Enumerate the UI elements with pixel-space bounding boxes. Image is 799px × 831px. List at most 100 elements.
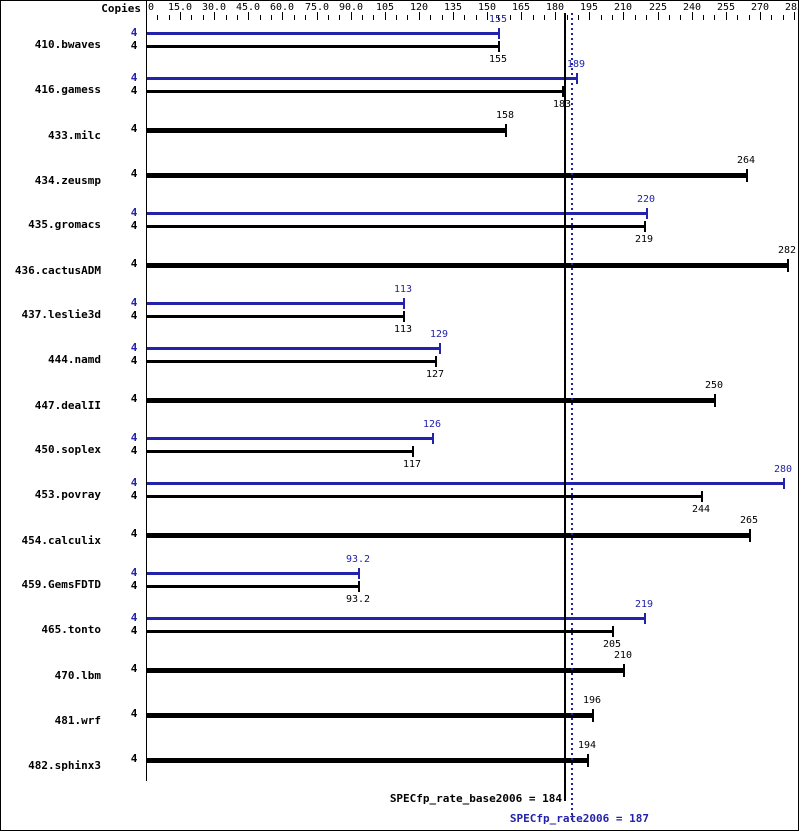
axis-tick-minor xyxy=(237,15,238,20)
axis-tick-major xyxy=(521,12,522,20)
copies-base: 4 xyxy=(130,122,138,135)
axis-tick-label: 240 xyxy=(682,2,702,13)
axis-tick-minor xyxy=(749,15,750,20)
axis-tick-minor xyxy=(771,15,772,20)
axis-tick-major xyxy=(248,12,249,20)
base-value-label: 127 xyxy=(425,369,445,380)
axis-tick-minor xyxy=(635,15,636,20)
copies-peak: 4 xyxy=(130,431,138,444)
copies-peak: 4 xyxy=(130,611,138,624)
axis-tick-label: 0 xyxy=(148,2,155,13)
axis-tick-minor xyxy=(305,15,306,20)
copies-base: 4 xyxy=(130,84,138,97)
axis-tick-minor xyxy=(533,15,534,20)
base-bar-cap xyxy=(749,529,751,542)
axis-tick-minor xyxy=(646,15,647,20)
axis-tick-major xyxy=(419,12,420,20)
benchmark-row: 481.wrf 4 196 xyxy=(1,695,798,746)
peak-reference-line xyxy=(571,13,573,823)
axis-tick-label: 210 xyxy=(613,2,633,13)
base-bar xyxy=(147,90,563,93)
axis-tick-label: 120 xyxy=(409,2,429,13)
base-bar-cap xyxy=(787,259,789,272)
copies-base: 4 xyxy=(130,707,138,720)
base-bar xyxy=(147,315,403,318)
base-bar xyxy=(147,128,506,133)
base-bar-cap xyxy=(623,664,625,677)
axis-tick-minor xyxy=(271,15,272,20)
peak-bar-cap xyxy=(783,478,785,489)
axis-tick-label: 255 xyxy=(716,2,736,13)
axis-tick-label: 225 xyxy=(648,2,668,13)
benchmark-name-436-cactusadm: 436.cactusADM xyxy=(14,264,101,277)
copies-base: 4 xyxy=(130,624,138,637)
axis-tick-major xyxy=(487,12,488,20)
copies-peak: 4 xyxy=(130,476,138,489)
base-value-label: 194 xyxy=(577,740,597,751)
axis-tick-minor xyxy=(442,15,443,20)
base-value-label: 117 xyxy=(402,459,422,470)
axis-tick-minor xyxy=(476,15,477,20)
base-score-label: SPECfp_rate_base2006 = 184 xyxy=(389,792,562,805)
base-value-label: 158 xyxy=(495,110,515,121)
axis-tick-label: 90.0 xyxy=(338,2,364,13)
axis-tick-major xyxy=(453,12,454,20)
axis-tick-label: 60.0 xyxy=(269,2,295,13)
base-bar xyxy=(147,758,588,763)
axis-tick-minor xyxy=(464,15,465,20)
axis-tick-major xyxy=(760,12,761,20)
peak-bar-cap xyxy=(498,28,500,39)
axis-tick-label: 15.0 xyxy=(167,2,193,13)
axis-tick-label: 195 xyxy=(579,2,599,13)
benchmark-name-447-dealii: 447.dealII xyxy=(34,399,101,412)
benchmark-row: 436.cactusADM 4 282 xyxy=(1,245,798,296)
axis-tick-label: 30.0 xyxy=(201,2,227,13)
base-bar-cap xyxy=(746,169,748,182)
axis-tick-minor xyxy=(510,15,511,20)
benchmark-name-453-povray: 453.povray xyxy=(34,488,101,501)
benchmark-name-481-wrf: 481.wrf xyxy=(54,714,101,727)
axis-tick-label: 270 xyxy=(750,2,770,13)
axis-tick-minor xyxy=(203,15,204,20)
axis-tick-minor xyxy=(191,15,192,20)
copies-base: 4 xyxy=(130,39,138,52)
axis-tick-minor xyxy=(612,15,613,20)
base-bar xyxy=(147,668,624,673)
axis-tick-label: 45.0 xyxy=(235,2,261,13)
axis-tick-minor xyxy=(260,15,261,20)
axis-origin-mark xyxy=(146,1,147,13)
peak-bar xyxy=(147,617,644,620)
axis-tick-major xyxy=(282,12,283,20)
axis-tick-major xyxy=(317,12,318,20)
benchmark-row: 482.sphinx3 4 194 xyxy=(1,740,798,791)
peak-bar xyxy=(147,77,576,80)
axis-tick-minor xyxy=(407,15,408,20)
copies-column-header: Copies xyxy=(101,2,141,15)
base-value-label: 93.2 xyxy=(345,594,371,605)
peak-bar-cap xyxy=(358,568,360,579)
base-value-label: 210 xyxy=(613,650,633,661)
base-reference-line xyxy=(564,13,566,801)
peak-bar-cap xyxy=(646,208,648,219)
benchmark-name-465-tonto: 465.tonto xyxy=(41,623,101,636)
base-bar-cap xyxy=(562,86,564,97)
benchmark-row: 459.GemsFDTD 4 93.2 4 93.2 xyxy=(1,554,798,611)
axis-tick-major xyxy=(555,12,556,20)
axis-tick-major xyxy=(385,12,386,20)
peak-bar-cap xyxy=(432,433,434,444)
axis-tick-major xyxy=(658,12,659,20)
axis-tick-major xyxy=(726,12,727,20)
benchmark-row: 434.zeusmp 4 264 xyxy=(1,155,798,206)
axis-tick-minor xyxy=(294,15,295,20)
axis-tick-minor xyxy=(169,15,170,20)
axis-tick-minor xyxy=(578,15,579,20)
peak-value-label: 129 xyxy=(429,329,449,340)
axis-tick-minor xyxy=(601,15,602,20)
axis-tick-label: 150 xyxy=(477,2,497,13)
base-bar-cap xyxy=(612,626,614,637)
base-value-label: 205 xyxy=(602,639,622,650)
axis-tick-minor xyxy=(373,15,374,20)
axis-tick-label: 180 xyxy=(545,2,565,13)
base-bar xyxy=(147,360,435,363)
